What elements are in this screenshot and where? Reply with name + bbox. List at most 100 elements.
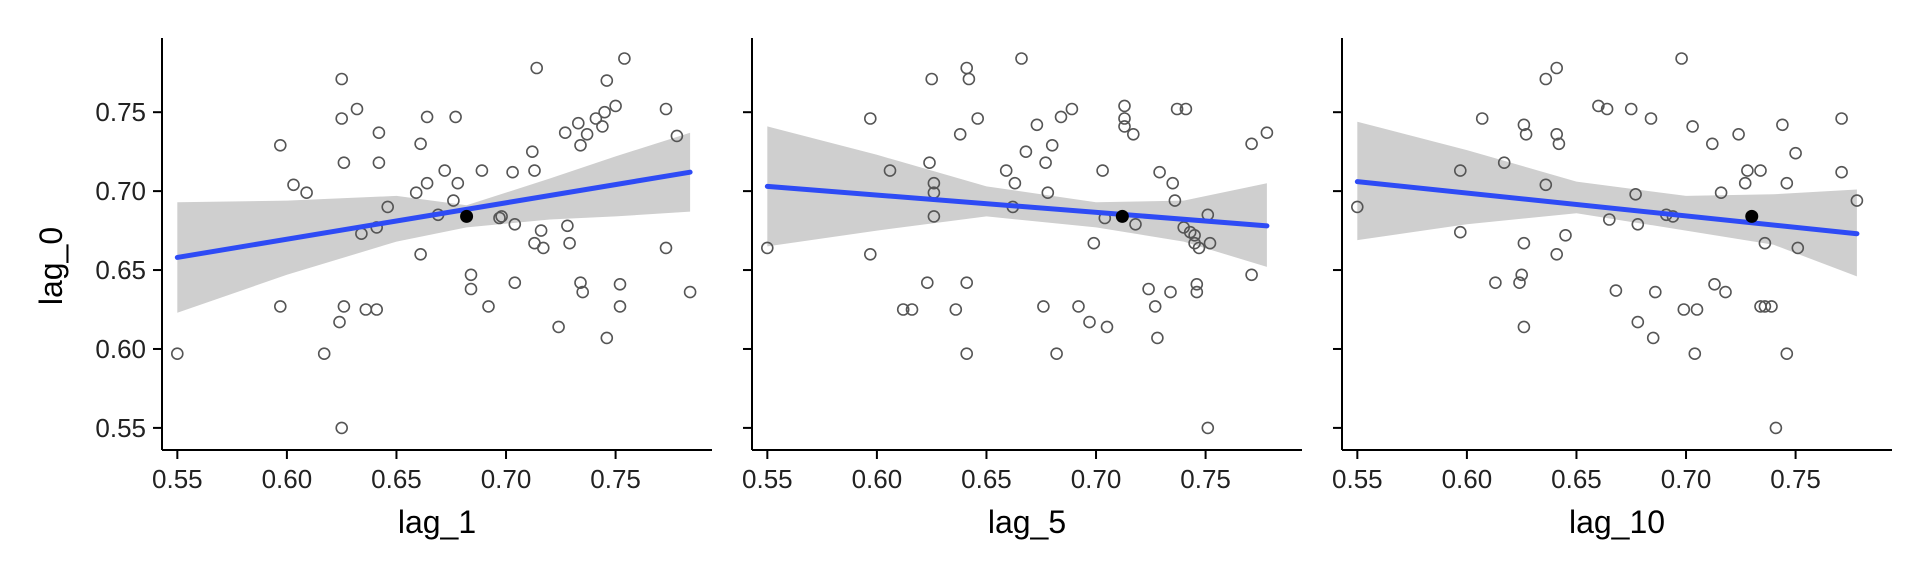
y-tick-label: 0.60 (95, 334, 146, 364)
data-point (1129, 218, 1142, 231)
panel-lag-5: lag_5 0.55 0.60 0.65 0.70 0.75 (742, 38, 1302, 540)
data-point (451, 176, 465, 190)
data-point (1519, 128, 1533, 141)
data-point (574, 276, 587, 290)
confidence-band (1357, 121, 1857, 277)
data-point (563, 236, 576, 250)
data-point (1168, 194, 1182, 207)
x-tick-label: 0.65 (371, 464, 422, 494)
data-point (1100, 320, 1114, 334)
x-axis-title-lag-5: lag_5 (988, 504, 1066, 540)
data-point (905, 303, 919, 316)
data-point (1039, 156, 1052, 169)
data-point (1686, 120, 1699, 133)
data-point (1118, 120, 1131, 133)
data-point (558, 126, 572, 139)
data-point (1550, 248, 1563, 261)
data-point (372, 156, 386, 169)
data-point (1351, 200, 1364, 214)
data-point (999, 164, 1013, 177)
data-point (1179, 102, 1193, 116)
data-point (1719, 285, 1732, 299)
data-point (1170, 102, 1184, 116)
data-point (953, 128, 967, 141)
data-point (1791, 241, 1805, 255)
panel-lag-10: lag_10 0.55 0.60 0.65 0.70 0.75 (1332, 38, 1892, 540)
data-point (350, 102, 364, 116)
data-point (1765, 300, 1778, 313)
data-point (464, 268, 478, 282)
data-point (883, 164, 897, 177)
data-point (482, 300, 495, 313)
data-point (273, 139, 287, 152)
x-tick-label: 0.60 (1442, 464, 1493, 494)
data-point (760, 241, 774, 255)
data-point (1164, 285, 1177, 299)
data-point (1245, 268, 1258, 282)
x-tick-label: 0.60 (852, 464, 903, 494)
data-point (1559, 229, 1572, 242)
data-point (670, 129, 684, 143)
data-point (1850, 194, 1864, 207)
data-point (1517, 118, 1531, 132)
x-tick-label: 0.75 (590, 464, 641, 494)
data-point (300, 186, 313, 199)
data-point (1708, 277, 1721, 291)
highlight-point (1745, 209, 1759, 223)
data-point (1203, 236, 1217, 250)
data-point (1754, 164, 1767, 177)
data-point (1677, 303, 1691, 316)
data-point (370, 303, 384, 316)
data-point (171, 347, 184, 361)
data-point (1789, 146, 1802, 160)
x-tick-label: 0.55 (742, 464, 793, 494)
data-point (927, 176, 941, 190)
data-point (923, 156, 936, 169)
data-point (576, 285, 590, 299)
data-point (1690, 303, 1704, 316)
data-point (530, 61, 544, 75)
highlight-point (1115, 209, 1129, 223)
data-point (409, 186, 423, 199)
data-point (1245, 137, 1258, 151)
panel-lag-1: lag_1 lag_0 0.55 0.60 0.65 0.70 0.75 0.55 0.60… (33, 38, 712, 540)
data-point (571, 116, 585, 130)
data-point (1603, 213, 1616, 226)
data-point (1592, 99, 1605, 113)
data-point (561, 219, 574, 233)
data-point (613, 277, 627, 291)
data-point (863, 112, 877, 125)
x-tick-label: 0.75 (1770, 464, 1821, 494)
x-tick-label: 0.70 (1071, 464, 1122, 494)
data-point (495, 210, 508, 223)
data-point (1190, 277, 1204, 291)
data-point (1776, 118, 1789, 132)
data-point (534, 224, 548, 237)
y-tick-label: 0.55 (95, 413, 146, 443)
data-point (287, 178, 300, 192)
data-point (1629, 188, 1642, 201)
data-point (1539, 178, 1553, 192)
data-point (273, 300, 287, 313)
data-point (1065, 102, 1079, 116)
data-point (1780, 347, 1794, 361)
data-point (1741, 164, 1754, 177)
x-tick-label: 0.70 (1661, 464, 1712, 494)
data-point (420, 176, 434, 190)
data-point (449, 110, 462, 124)
data-point (1041, 186, 1055, 199)
data-point (927, 210, 941, 223)
data-point (1515, 268, 1528, 282)
data-point (1166, 176, 1179, 190)
data-point (1019, 145, 1033, 158)
data-point (1045, 139, 1059, 152)
y-tick-label: 0.70 (95, 176, 146, 206)
data-point (1550, 128, 1563, 141)
data-point (414, 248, 427, 261)
data-point (1096, 164, 1109, 177)
data-point (1015, 52, 1028, 65)
data-point (1475, 112, 1489, 125)
data-point (1780, 176, 1794, 190)
data-point (536, 241, 550, 255)
data-point (1688, 347, 1702, 361)
